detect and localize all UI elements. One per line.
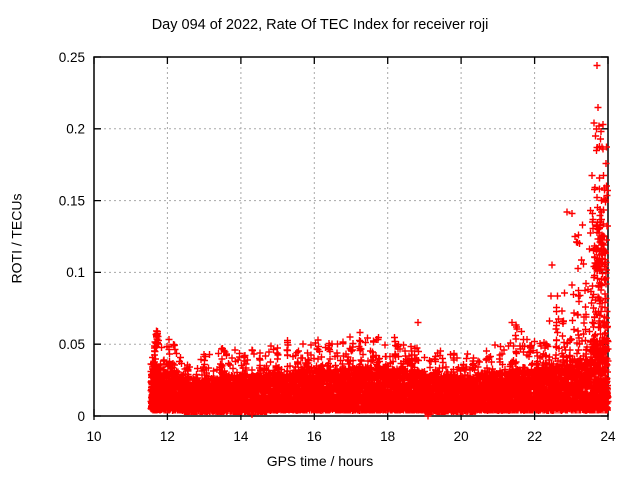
x-tick-label: 20: [454, 429, 469, 444]
chart-title: Day 094 of 2022, Rate Of TEC Index for r…: [151, 17, 489, 33]
y-tick-label: 0.15: [59, 193, 85, 208]
y-tick-label: 0.25: [59, 50, 85, 65]
scatter-points: [147, 62, 612, 420]
x-tick-label: 22: [527, 429, 542, 444]
x-tick-label: 18: [380, 429, 395, 444]
x-axis-label: GPS time / hours: [266, 453, 374, 469]
plot-border: [93, 56, 609, 417]
x-tick-label: 16: [307, 429, 322, 444]
x-tick-label: 10: [86, 429, 101, 444]
y-tick-label: 0.1: [66, 265, 85, 280]
x-tick-label: 14: [233, 429, 249, 444]
x-tick-label: 12: [160, 429, 175, 444]
y-tick-label: 0.05: [59, 337, 85, 352]
x-tick-label: 24: [600, 429, 616, 444]
y-tick-label: 0.2: [66, 122, 85, 137]
y-tick-label: 0: [77, 409, 85, 424]
